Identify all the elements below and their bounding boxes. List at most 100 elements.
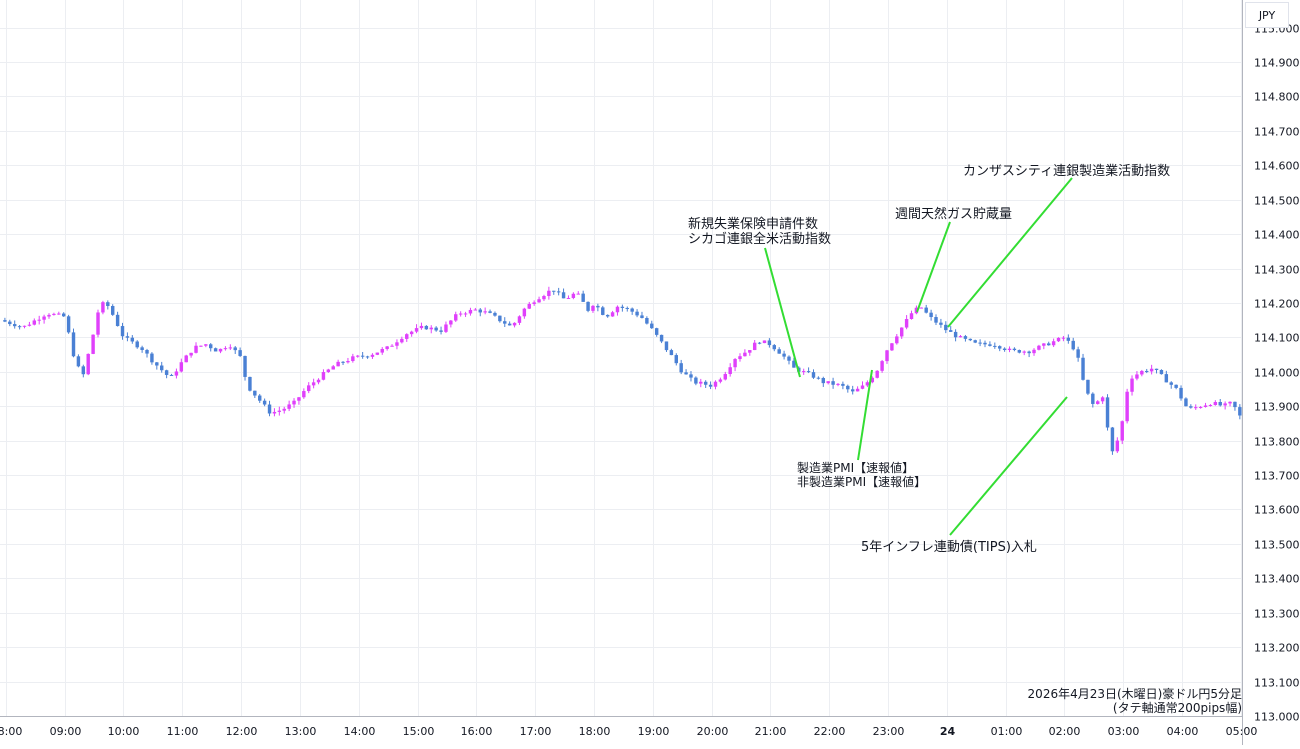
- time-axis: 08:00 09:00 10:00 11:00 12:00 13:00 14:00 15:00…: [0, 725, 1257, 738]
- candle-up: [1135, 374, 1139, 379]
- candle-down: [983, 342, 987, 345]
- candle-down: [816, 377, 821, 379]
- candle-up: [414, 328, 419, 332]
- x-tick-label: 02:00: [1049, 725, 1081, 738]
- x-tick-label: 12:00: [226, 725, 258, 738]
- candle-up: [356, 355, 360, 357]
- candle-up: [870, 377, 875, 383]
- candle-down: [209, 344, 213, 349]
- annotation-pointer-line: [949, 396, 1068, 536]
- y-tick-label: 113.100: [1254, 677, 1300, 690]
- candle-down: [978, 342, 982, 344]
- candle-up: [32, 320, 37, 325]
- candle-down: [213, 348, 218, 352]
- candle-up: [1140, 370, 1144, 375]
- y-tick-label: 113.200: [1254, 642, 1300, 655]
- candle-up: [615, 306, 620, 313]
- candle-up: [1198, 407, 1203, 409]
- candle-down: [478, 309, 482, 313]
- candle-up: [400, 338, 404, 343]
- candle-up: [395, 342, 399, 346]
- price-axis: 113.000 113.100 113.200 113.300 113.400 113.5…: [1254, 23, 1300, 724]
- candle-up: [512, 322, 517, 326]
- candle-down: [924, 307, 928, 313]
- candle-up: [880, 361, 884, 371]
- candle-down: [120, 326, 125, 337]
- y-tick-label: 114.800: [1254, 91, 1300, 104]
- candle-up: [855, 388, 860, 392]
- candle-up: [547, 290, 551, 297]
- candle-down: [130, 337, 135, 342]
- candle-up: [1051, 341, 1056, 346]
- candle-up: [733, 359, 737, 368]
- candle-up: [919, 307, 924, 309]
- candle-up: [1007, 348, 1012, 351]
- candle-down: [503, 321, 507, 324]
- candle-down: [1066, 337, 1071, 341]
- candle-down: [160, 365, 164, 371]
- candle-down: [1081, 357, 1085, 380]
- candle-up: [1203, 405, 1208, 408]
- candle-down: [1159, 369, 1164, 375]
- annotation-pointer-line: [947, 177, 1073, 328]
- candle-up: [875, 370, 879, 378]
- candle-down: [689, 374, 693, 378]
- candle-down: [929, 312, 933, 318]
- candle-down: [1012, 348, 1017, 351]
- annotation-pointer-line: [916, 221, 951, 313]
- candle-up: [458, 313, 463, 315]
- candle-up: [336, 361, 340, 367]
- candle-down: [424, 325, 429, 330]
- candle-up: [801, 371, 806, 373]
- candle-up: [194, 345, 198, 353]
- candle-up: [1032, 349, 1036, 354]
- x-tick-label: 05:00: [1226, 725, 1258, 738]
- annotation-natural-gas: 週間天然ガス貯蔵量: [895, 206, 1012, 313]
- y-tick-label: 113.600: [1254, 504, 1300, 517]
- candle-up: [728, 367, 732, 375]
- candle-up: [228, 347, 233, 349]
- candle-up: [895, 336, 899, 344]
- y-tick-label: 113.000: [1254, 711, 1300, 724]
- y-tick-label: 114.600: [1254, 160, 1300, 173]
- candle-down: [106, 302, 110, 307]
- y-tick-label: 113.400: [1254, 573, 1300, 586]
- candle-down: [953, 331, 958, 338]
- candle-down: [493, 312, 497, 316]
- candle-down: [1076, 349, 1080, 358]
- candle-up: [390, 345, 394, 347]
- candle-up: [1042, 343, 1046, 346]
- candle-up: [542, 296, 546, 300]
- candle-down: [767, 340, 772, 346]
- x-tick-label: 15:00: [403, 725, 435, 738]
- axes-layer: [0, 0, 1243, 745]
- candle-down: [787, 356, 791, 361]
- candle-down: [811, 372, 816, 378]
- y-tick-label: 114.900: [1254, 57, 1300, 70]
- candle-down: [155, 362, 159, 366]
- candle-up: [96, 312, 100, 335]
- candle-up: [571, 293, 576, 298]
- candle-down: [684, 372, 688, 375]
- x-tick-label: 04:00: [1167, 725, 1199, 738]
- candle-up: [86, 353, 90, 375]
- candle-down: [1105, 397, 1110, 428]
- candle-up: [738, 356, 742, 360]
- x-tick-label: 03:00: [1108, 725, 1140, 738]
- annotation-pointer-line: [857, 369, 873, 461]
- x-tick-label: 17:00: [520, 725, 552, 738]
- candle-down: [640, 315, 644, 319]
- candle-up: [899, 327, 904, 337]
- candle-up: [1149, 368, 1154, 372]
- candle-up: [331, 366, 335, 370]
- candle-up: [890, 343, 894, 351]
- currency-label[interactable]: JPY: [1245, 2, 1289, 28]
- candle-down: [150, 353, 154, 363]
- candle-up: [904, 319, 909, 328]
- candle-up: [527, 303, 531, 309]
- candle-up: [52, 313, 56, 315]
- x-tick-label: 14:00: [344, 725, 376, 738]
- candle-up: [860, 385, 865, 389]
- candle-up: [1125, 391, 1129, 422]
- y-tick-label: 113.900: [1254, 401, 1300, 414]
